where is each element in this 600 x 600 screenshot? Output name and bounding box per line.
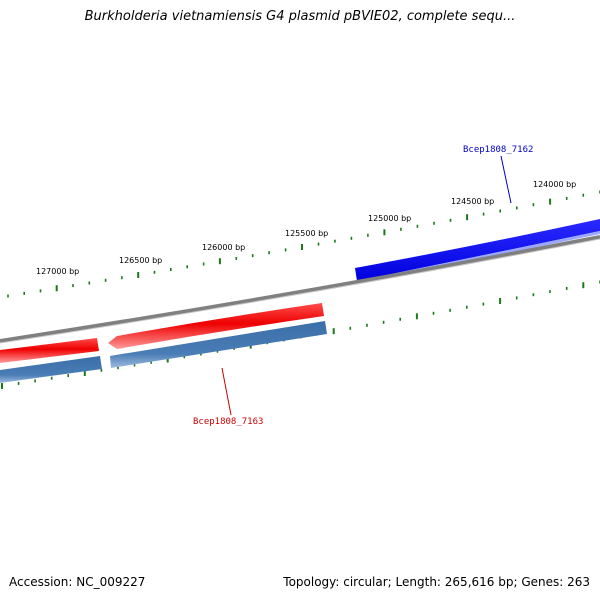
- ruler-label-127000: 127000 bp: [36, 267, 79, 276]
- gene-label-leader-7162: [500, 155, 512, 204]
- cds-track-segment-1[interactable]: [110, 321, 327, 368]
- ruler-label-124000: 124000 bp: [533, 180, 576, 189]
- ruler-label-124500: 124500 bp: [451, 197, 494, 206]
- ruler-label-126000: 126000 bp: [202, 243, 245, 252]
- cds-track-segment-2[interactable]: [0, 356, 102, 383]
- accession-label: Accession: NC_009227: [9, 575, 146, 589]
- gene-bcep1808-7163-segment[interactable]: [0, 338, 99, 363]
- plasmid-backbone: [0, 235, 600, 343]
- gene-bcep1808-7163-arrow[interactable]: [108, 303, 324, 349]
- outer-ruler-track: [7, 190, 600, 298]
- map-title: Burkholderia vietnamiensis G4 plasmid pB…: [84, 9, 516, 24]
- plasmid-backbone-highlight: [0, 238, 600, 344]
- gene-label-leader-7163: [221, 367, 232, 416]
- gene-label-bcep1808-7163[interactable]: Bcep1808_7163: [193, 417, 263, 427]
- ruler-label-125000: 125000 bp: [368, 214, 411, 223]
- gene-bcep1808-7162-arrow[interactable]: [355, 219, 600, 281]
- ruler-label-126500: 126500 bp: [119, 256, 162, 265]
- ruler-label-125500: 125500 bp: [285, 229, 328, 238]
- gene-label-bcep1808-7162[interactable]: Bcep1808_7162: [463, 145, 533, 155]
- genome-summary: Topology: circular; Length: 265,616 bp; …: [283, 575, 590, 589]
